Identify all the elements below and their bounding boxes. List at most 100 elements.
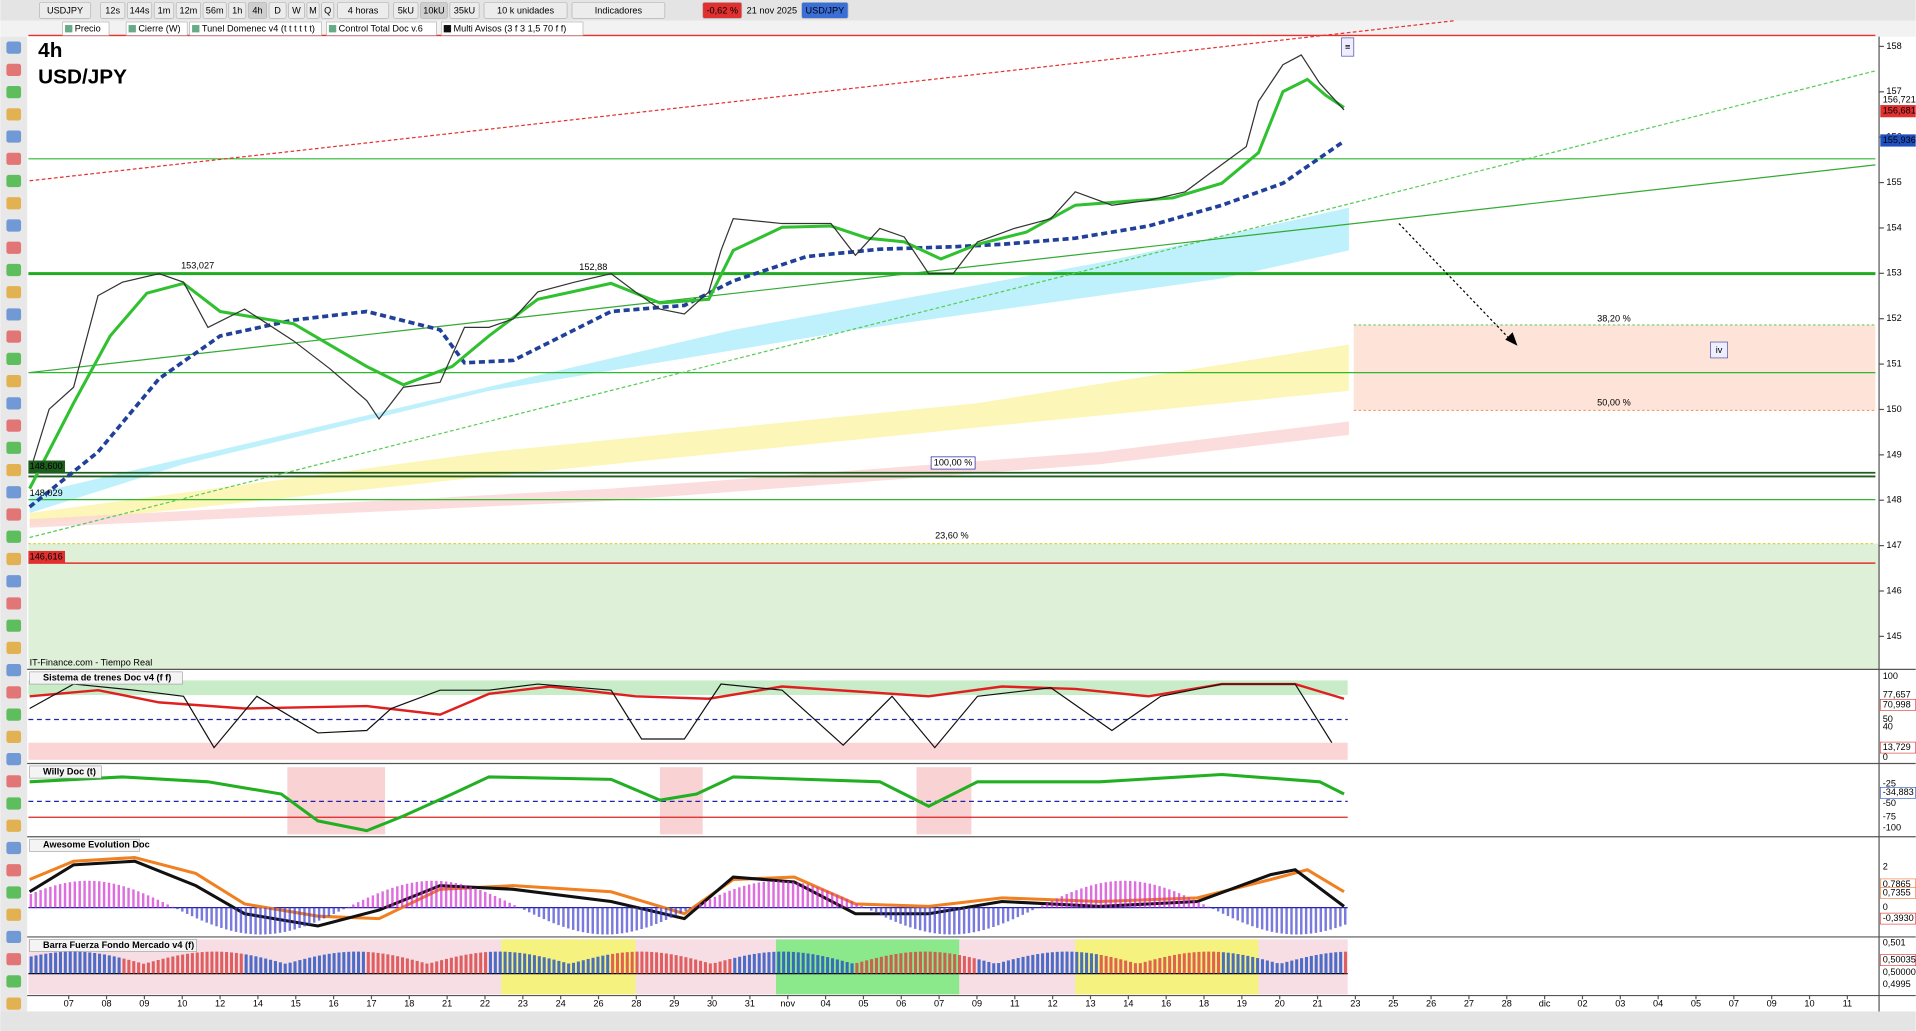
tool-icon[interactable] xyxy=(6,219,22,232)
tool-icon[interactable] xyxy=(6,641,22,655)
fib-label: 38,20 % xyxy=(1597,313,1631,323)
tool-icon[interactable] xyxy=(6,930,22,944)
tool-icon[interactable] xyxy=(6,841,22,855)
tool-icon[interactable] xyxy=(6,85,22,99)
tool-icon[interactable] xyxy=(6,152,22,165)
tool-icon[interactable] xyxy=(6,708,22,721)
awesome-bar xyxy=(122,886,125,908)
legend-item[interactable] xyxy=(440,21,584,36)
tool-icon[interactable] xyxy=(6,397,22,410)
awesome-bar xyxy=(1275,907,1279,933)
period-select-label: 4 horas xyxy=(348,5,379,15)
unit-size-select[interactable] xyxy=(483,2,568,19)
level-tag xyxy=(28,550,66,564)
tool-icon[interactable] xyxy=(6,730,22,743)
tool-icon[interactable] xyxy=(6,108,22,121)
tool-icon[interactable] xyxy=(6,352,22,366)
indicators-button[interactable] xyxy=(571,2,666,19)
symbol-select[interactable] xyxy=(39,2,92,19)
period-select[interactable] xyxy=(337,2,390,19)
tool-icon[interactable] xyxy=(6,197,22,210)
awesome-bar xyxy=(156,899,160,908)
awesome-bar xyxy=(532,907,536,915)
tool-icon[interactable] xyxy=(6,997,22,1010)
date-label: 02 xyxy=(1577,999,1587,1009)
tool-icon[interactable] xyxy=(6,619,22,632)
awesome-bar xyxy=(708,899,712,908)
yellow-band xyxy=(29,344,1349,526)
tool-icon[interactable] xyxy=(6,953,22,966)
awesome-bar xyxy=(840,896,844,908)
tool-icon[interactable] xyxy=(6,508,22,521)
change-badge[interactable] xyxy=(702,2,743,19)
tool-icon[interactable] xyxy=(6,486,22,499)
unit-button[interactable] xyxy=(449,2,480,19)
tool-icon[interactable] xyxy=(6,63,22,76)
tool-icon[interactable] xyxy=(6,664,22,677)
timeframe-button[interactable] xyxy=(306,2,320,19)
tool-icon[interactable] xyxy=(6,908,22,921)
menu-icon[interactable] xyxy=(1341,37,1355,57)
legend-item[interactable] xyxy=(326,21,437,36)
tool-icon[interactable] xyxy=(6,130,22,143)
date-label: 26 xyxy=(593,999,603,1009)
barra-bar xyxy=(190,953,194,974)
timeframe-button[interactable] xyxy=(288,2,305,19)
date-label: 04 xyxy=(820,999,830,1009)
barra-bar xyxy=(464,954,468,974)
timeframe-button[interactable] xyxy=(126,2,153,19)
tool-icon[interactable] xyxy=(6,597,22,610)
tool-icon[interactable] xyxy=(6,463,22,477)
tool-icon[interactable] xyxy=(6,174,22,188)
tool-icon[interactable] xyxy=(6,308,22,321)
unit-button[interactable] xyxy=(393,2,419,19)
tool-icon[interactable] xyxy=(6,886,22,899)
tool-icon[interactable] xyxy=(6,797,22,810)
timeframe-button[interactable] xyxy=(153,2,175,19)
timeframe-button[interactable] xyxy=(100,2,126,19)
tool-icon[interactable] xyxy=(6,752,22,766)
tool-icon[interactable] xyxy=(6,975,22,988)
awesome-bar xyxy=(821,888,824,908)
unit-button[interactable] xyxy=(420,2,448,19)
tool-icon[interactable] xyxy=(6,819,22,832)
tool-icon[interactable] xyxy=(6,441,22,454)
tool-icon[interactable] xyxy=(6,286,22,299)
pair-badge[interactable] xyxy=(801,2,849,19)
tool-icon[interactable] xyxy=(6,775,22,788)
awesome-bar xyxy=(405,883,409,908)
awesome-bar xyxy=(835,894,839,908)
tool-icon[interactable] xyxy=(6,575,22,588)
tool-icon[interactable] xyxy=(6,686,22,699)
timeframe-button[interactable] xyxy=(228,2,247,19)
timeframe-button[interactable] xyxy=(321,2,335,19)
tool-icon[interactable] xyxy=(6,330,22,343)
timeframe-button[interactable] xyxy=(175,2,201,19)
legend-item[interactable] xyxy=(62,21,110,36)
tool-icon[interactable] xyxy=(6,41,22,54)
price-tag-label: 155,936 xyxy=(1883,135,1916,145)
awesome-bar xyxy=(684,907,687,911)
barra-bar xyxy=(557,960,561,974)
barra-bar xyxy=(1148,960,1152,974)
tool-icon[interactable] xyxy=(6,375,22,388)
tool-icon[interactable] xyxy=(6,864,22,877)
barra-bar xyxy=(200,952,204,974)
date-label: 04 xyxy=(1653,999,1663,1009)
legend-item[interactable] xyxy=(189,21,322,36)
legend-item[interactable] xyxy=(125,21,188,36)
timeframe-button[interactable] xyxy=(202,2,227,19)
barra-bar xyxy=(537,956,541,974)
tool-icon[interactable] xyxy=(6,552,22,566)
tool-icon[interactable] xyxy=(6,419,22,432)
awesome-bar xyxy=(611,907,614,935)
barra-bar xyxy=(205,951,209,974)
timeframe-button[interactable] xyxy=(247,2,267,19)
barra-bar xyxy=(415,960,419,974)
tool-icon[interactable] xyxy=(6,530,22,543)
timeframe-button[interactable] xyxy=(268,2,287,19)
tool-icon[interactable] xyxy=(6,263,22,277)
tool-icon[interactable] xyxy=(6,241,22,254)
barra-bar xyxy=(943,952,947,974)
